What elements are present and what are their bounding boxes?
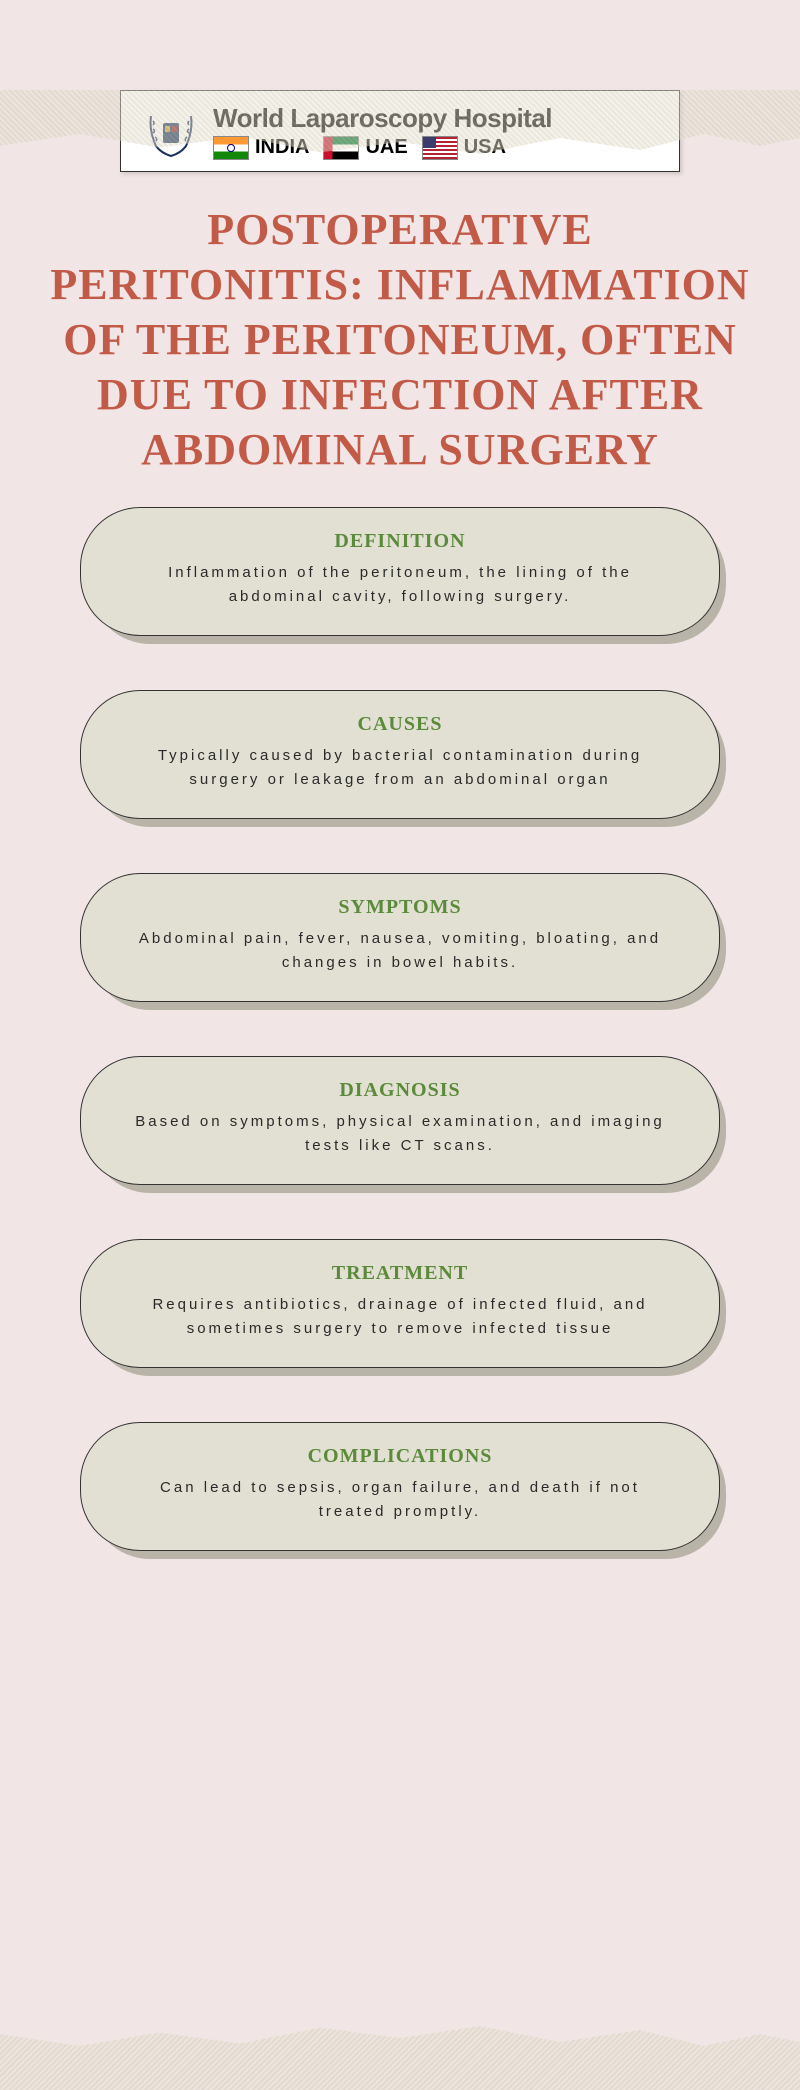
card-body-wrap: SYMPTOMS Abdominal pain, fever, nausea, … — [80, 873, 720, 1002]
flag-usa-icon — [422, 136, 458, 160]
card-definition: DEFINITION Inflammation of the peritoneu… — [80, 507, 720, 636]
card-text: Can lead to sepsis, organ failure, and d… — [131, 1476, 669, 1524]
infographic-main-title: POSTOPERATIVE PERITONITIS: INFLAMMATION … — [0, 192, 800, 507]
info-cards-container: DEFINITION Inflammation of the peritoneu… — [0, 507, 800, 1551]
card-text: Typically caused by bacterial contaminat… — [131, 744, 669, 792]
card-symptoms: SYMPTOMS Abdominal pain, fever, nausea, … — [80, 873, 720, 1002]
card-treatment: TREATMENT Requires antibiotics, drainage… — [80, 1239, 720, 1368]
flag-india-icon — [213, 136, 249, 160]
card-text: Abdominal pain, fever, nausea, vomiting,… — [131, 927, 669, 975]
card-body-wrap: DEFINITION Inflammation of the peritoneu… — [80, 507, 720, 636]
card-text: Requires antibiotics, drainage of infect… — [131, 1293, 669, 1341]
torn-paper-decoration-bottom — [0, 2010, 800, 2090]
card-title: TREATMENT — [131, 1262, 669, 1285]
card-title: COMPLICATIONS — [131, 1445, 669, 1468]
card-body-wrap: COMPLICATIONS Can lead to sepsis, organ … — [80, 1422, 720, 1551]
card-text: Inflammation of the peritoneum, the lini… — [131, 561, 669, 609]
card-body-wrap: CAUSES Typically caused by bacterial con… — [80, 690, 720, 819]
card-body-wrap: TREATMENT Requires antibiotics, drainage… — [80, 1239, 720, 1368]
card-text: Based on symptoms, physical examination,… — [131, 1110, 669, 1158]
card-title: DEFINITION — [131, 530, 669, 553]
card-body-wrap: DIAGNOSIS Based on symptoms, physical ex… — [80, 1056, 720, 1185]
card-title: SYMPTOMS — [131, 896, 669, 919]
card-title: DIAGNOSIS — [131, 1079, 669, 1102]
card-complications: COMPLICATIONS Can lead to sepsis, organ … — [80, 1422, 720, 1551]
card-title: CAUSES — [131, 713, 669, 736]
card-causes: CAUSES Typically caused by bacterial con… — [80, 690, 720, 819]
card-diagnosis: DIAGNOSIS Based on symptoms, physical ex… — [80, 1056, 720, 1185]
